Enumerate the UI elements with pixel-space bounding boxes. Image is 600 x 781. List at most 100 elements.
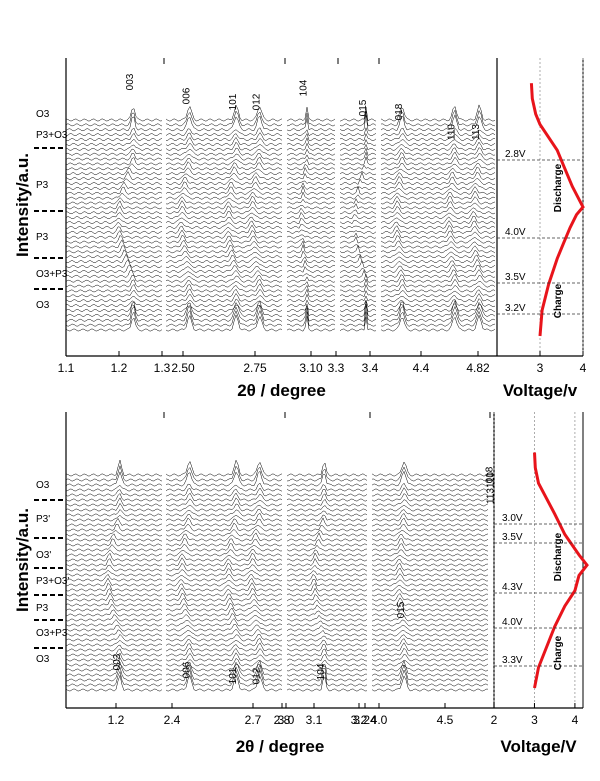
bottom-xrd-trace <box>286 498 368 507</box>
bottom-xrd-trace <box>286 505 368 512</box>
top-xrd-trace <box>339 126 377 137</box>
bottom-xrd-trace <box>165 634 283 642</box>
bottom-peak-label: 012 <box>252 667 263 684</box>
bottom-voltage-marker-label: 4.3V <box>502 582 523 593</box>
bottom-xrd-trace <box>286 639 368 647</box>
top-xrd-trace <box>380 229 496 239</box>
bottom-xrd-trace <box>165 549 283 557</box>
top-xrd-trace <box>380 224 496 234</box>
bottom-xrd-trace <box>371 534 489 542</box>
top-xrd-trace <box>339 295 377 303</box>
bottom-xrd-trace <box>371 597 489 607</box>
bottom-xrd-trace <box>371 517 489 527</box>
bottom-xrd-trace <box>65 648 163 657</box>
bottom-xrd-trace <box>165 618 283 627</box>
top-xrd-trace <box>165 298 283 308</box>
top-xrd-trace <box>165 293 283 303</box>
bottom-xrd-trace <box>65 493 163 502</box>
bottom-peak-label: 113 <box>486 488 497 504</box>
bottom-xrd-trace <box>165 638 283 647</box>
top-xrd-trace <box>286 113 336 127</box>
top-xrd-trace <box>65 116 163 132</box>
top-xrd-trace <box>65 230 163 239</box>
bottom-xrd-trace <box>165 578 283 587</box>
top-xrd-trace <box>339 300 377 317</box>
top-xrd-trace <box>65 205 162 215</box>
top-xrd-trace <box>65 200 163 210</box>
bottom-xrd-trace <box>286 468 368 482</box>
top-xrd-trace <box>339 106 377 122</box>
bottom-xrd-trace <box>371 554 489 562</box>
bottom-xrd-trace <box>286 599 368 607</box>
top-voltage-curve <box>529 83 585 337</box>
top-xrd-trace <box>65 217 163 225</box>
top-phase-label: O3 <box>36 109 50 120</box>
bottom-xrd-trace <box>371 669 489 687</box>
bottom-xrd-trace <box>286 574 368 582</box>
bottom-xrd-trace <box>165 574 283 582</box>
top-xrd-trace <box>65 163 163 171</box>
bottom-xrd-trace <box>65 538 163 547</box>
top-xrd-trace <box>286 240 336 249</box>
top-xrd-trace <box>165 259 283 268</box>
top-xrd-trace <box>380 181 496 190</box>
top-xrd-trace <box>165 161 283 171</box>
bottom-phase-label: P3 <box>36 603 49 614</box>
top-xrd-trace <box>380 141 496 151</box>
top-xrd-trace <box>286 191 336 200</box>
bottom-xrd-trace <box>65 533 163 542</box>
top-xrd-trace <box>380 156 496 166</box>
bottom-xrd-trace <box>371 482 489 492</box>
bottom-xrd-trace <box>165 487 283 497</box>
top-xrd-trace <box>286 118 336 132</box>
bottom-xrd-trace <box>286 614 368 622</box>
bottom-xrd-trace <box>166 552 283 562</box>
top-xrd-trace <box>339 203 377 210</box>
top-xrd-trace <box>165 147 283 156</box>
top-xrd-trace <box>287 211 336 220</box>
bottom-xrd-trace <box>65 552 163 562</box>
bottom-xrd-trace <box>286 462 368 477</box>
bottom-xrd-trace <box>65 629 163 637</box>
top-xrd-trace <box>165 172 283 181</box>
top-xrd-trace <box>286 107 336 122</box>
top-xrd-trace <box>65 253 163 264</box>
top-xrd-trace <box>165 104 283 122</box>
bottom-xrd-trace <box>371 562 489 572</box>
top-xrd-trace <box>380 186 496 195</box>
top-xrd-trace <box>380 147 496 156</box>
top-phase-label: O3 <box>36 300 50 311</box>
bottom-xrd-trace <box>371 543 489 552</box>
top-xrd-trace <box>380 109 496 127</box>
bottom-xrd-trace <box>165 459 283 477</box>
top-xrd-trace <box>286 217 336 224</box>
bottom-xrd-trace <box>65 569 163 577</box>
bottom-xrd-trace <box>371 509 489 517</box>
bottom-xrd-trace <box>371 589 489 597</box>
bottom-charge-label: Charge <box>553 635 564 670</box>
top-voltage-tick-label: 3 <box>537 361 544 375</box>
top-xrd-trace <box>286 207 336 215</box>
top-xrd-trace <box>165 153 283 161</box>
bottom-xrd-trace <box>371 659 489 667</box>
top-xrd-trace <box>339 283 377 293</box>
top-xrd-trace <box>286 223 336 229</box>
top-xrd-trace <box>286 229 336 234</box>
top-xrd-trace <box>165 186 283 195</box>
bottom-phase-label: O3 <box>36 480 50 491</box>
bottom-peak-label: 110 <box>485 472 496 488</box>
bottom-xrd-trace <box>165 509 283 517</box>
top-xrd-trace <box>339 244 377 254</box>
bottom-xrd-trace <box>286 594 368 602</box>
bottom-discharge-label: Discharge <box>553 532 564 581</box>
top-xrd-trace <box>65 221 163 229</box>
top-peak-label: 018 <box>394 103 405 120</box>
bottom-xrd-trace <box>286 493 368 502</box>
bottom-xrd-trace <box>286 484 368 492</box>
bottom-x-tick-label: 3.1 <box>306 713 323 727</box>
bottom-xrd-trace <box>65 530 163 537</box>
top-xrd-trace <box>165 166 283 176</box>
top-xrd-trace <box>380 114 496 132</box>
bottom-xrd-trace <box>371 647 489 657</box>
bottom-x-tick-label: 4.0 <box>371 713 388 727</box>
